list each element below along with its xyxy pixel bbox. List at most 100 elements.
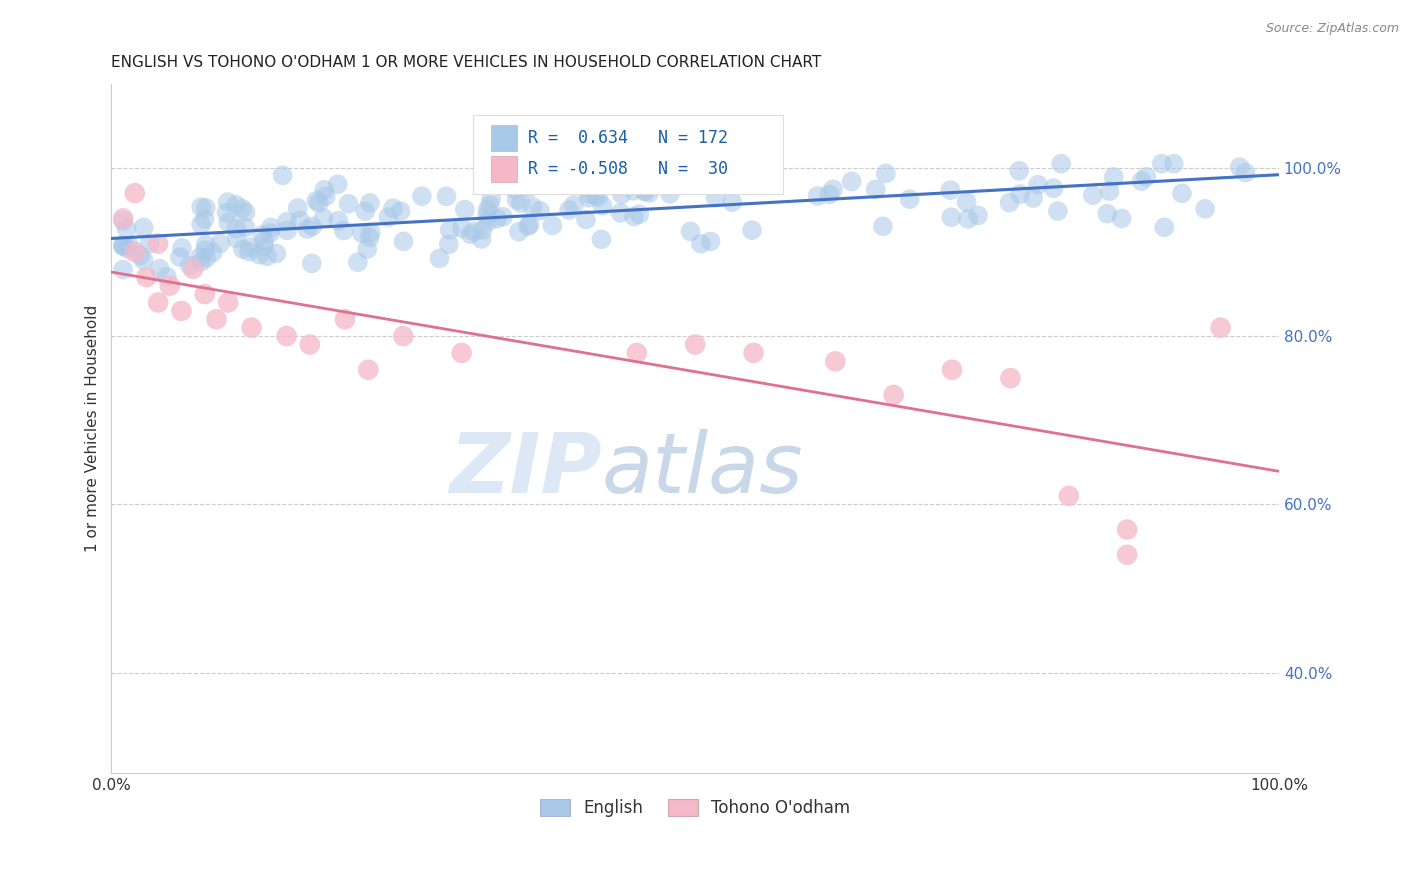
Point [519, 180, 541, 194]
Point [1102, 169, 1125, 184]
Point [276, 214, 298, 228]
Point [454, 202, 477, 217]
Point [1163, 157, 1185, 171]
Point [610, 187, 633, 202]
Point [188, 250, 211, 264]
Point [492, 210, 515, 224]
Point [640, 171, 662, 186]
Point [209, 236, 232, 251]
Point [389, 204, 412, 219]
Point [256, 249, 278, 263]
Point [562, 198, 585, 212]
Point [967, 209, 990, 223]
Point [699, 235, 721, 249]
Point [287, 201, 309, 215]
Point [591, 232, 613, 246]
Point [217, 295, 239, 310]
Point [225, 221, 247, 235]
Point [215, 205, 238, 219]
Point [591, 199, 613, 213]
Point [1153, 220, 1175, 235]
Point [305, 194, 328, 208]
Point [169, 250, 191, 264]
Point [194, 287, 217, 301]
Point [190, 255, 212, 269]
Point [1194, 202, 1216, 216]
Point [232, 242, 254, 256]
Point [326, 178, 349, 192]
Point [519, 218, 541, 232]
Point [578, 191, 600, 205]
Point [235, 205, 257, 219]
Point [217, 215, 239, 229]
Point [288, 213, 311, 227]
Point [170, 241, 193, 255]
Point [333, 223, 356, 237]
Point [633, 184, 655, 198]
Point [194, 201, 217, 215]
Point [179, 259, 201, 273]
Point [359, 196, 381, 211]
Point [689, 167, 711, 181]
Point [941, 210, 963, 224]
Point [276, 329, 298, 343]
Point [439, 223, 461, 237]
Point [998, 195, 1021, 210]
Point [585, 188, 607, 202]
Point [683, 337, 706, 351]
Point [1095, 207, 1118, 221]
Point [194, 243, 217, 257]
Point [1008, 163, 1031, 178]
Point [623, 210, 645, 224]
Point [392, 329, 415, 343]
Point [898, 192, 921, 206]
Point [865, 182, 887, 196]
Point [346, 255, 368, 269]
Point [651, 176, 673, 190]
Point [609, 206, 631, 220]
Point [745, 168, 768, 182]
Point [357, 363, 380, 377]
Point [628, 207, 651, 221]
Point [201, 245, 224, 260]
Point [579, 187, 602, 202]
Point [260, 220, 283, 235]
Point [359, 230, 381, 244]
Point [337, 196, 360, 211]
Point [276, 223, 298, 237]
Point [479, 198, 502, 212]
Point [149, 261, 172, 276]
Legend: English, Tohono O'odham: English, Tohono O'odham [533, 792, 858, 823]
Point [360, 226, 382, 240]
Point [115, 222, 138, 236]
Point [841, 174, 863, 188]
Point [1000, 371, 1022, 385]
Point [477, 202, 499, 217]
Point [115, 242, 138, 256]
Point [354, 204, 377, 219]
Point [955, 195, 977, 210]
Point [308, 195, 330, 210]
Point [252, 227, 274, 242]
Text: ENGLISH VS TOHONO O'ODHAM 1 OR MORE VEHICLES IN HOUSEHOLD CORRELATION CHART: ENGLISH VS TOHONO O'ODHAM 1 OR MORE VEHI… [111, 55, 821, 70]
Point [707, 177, 730, 191]
Point [112, 214, 135, 228]
Point [957, 211, 980, 226]
Point [586, 190, 609, 204]
Point [659, 186, 682, 201]
Point [558, 203, 581, 218]
Point [253, 234, 276, 248]
Point [124, 186, 146, 201]
Point [118, 239, 141, 253]
Point [508, 225, 530, 239]
Point [135, 270, 157, 285]
Point [470, 232, 492, 246]
Point [350, 226, 373, 240]
Point [1135, 169, 1157, 184]
Point [1234, 165, 1257, 179]
Point [314, 183, 336, 197]
Point [377, 210, 399, 224]
Point [333, 312, 356, 326]
Point [271, 169, 294, 183]
Point [824, 354, 846, 368]
